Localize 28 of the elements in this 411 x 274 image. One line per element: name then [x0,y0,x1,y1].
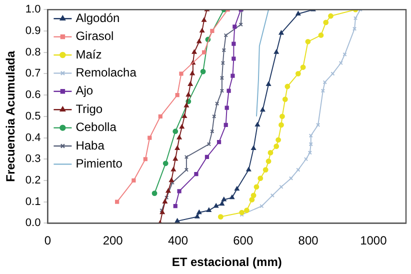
legend-label: Trigo [76,102,103,116]
y-tick-label: 0.6 [25,89,41,102]
y-tick-label: 0.5 [25,110,41,122]
x-tick-label: 400 [168,234,188,248]
legend-label: Haba [76,138,105,152]
y-tick-label: 0.3 [25,153,41,166]
legend-label: Algodón [76,10,120,25]
x-axis-title: ET estacional (mm) [172,255,282,270]
y-tick-label: 0.1 [25,196,41,208]
y-tick-label: 1.0 [25,4,41,16]
legend-label: Girasol [76,29,114,44]
legend-label: Ajo [76,84,94,98]
legend-label: Maíz [76,47,102,62]
y-tick-label: 0.2 [25,174,41,187]
y-tick-label: 0.7 [25,68,41,80]
y-tick-label: 0.8 [25,46,41,58]
x-tick-label: 200 [102,234,124,248]
x-tick-label: 800 [298,234,319,248]
legend-label: Remolacha [76,66,137,80]
y-tick-label: 0.9 [25,24,41,37]
y-tick-label: 0.4 [25,132,41,144]
x-tick-label: 1000 [360,234,388,248]
y-axis-title: Frecuencia Acumulada [4,50,18,182]
legend-label: Pimiento [76,156,123,171]
x-tick-label: 600 [233,234,254,248]
y-tick-label: 0.0 [25,217,41,230]
legend-label: Cebolla [76,120,117,134]
x-tick-label: 0 [44,234,52,248]
